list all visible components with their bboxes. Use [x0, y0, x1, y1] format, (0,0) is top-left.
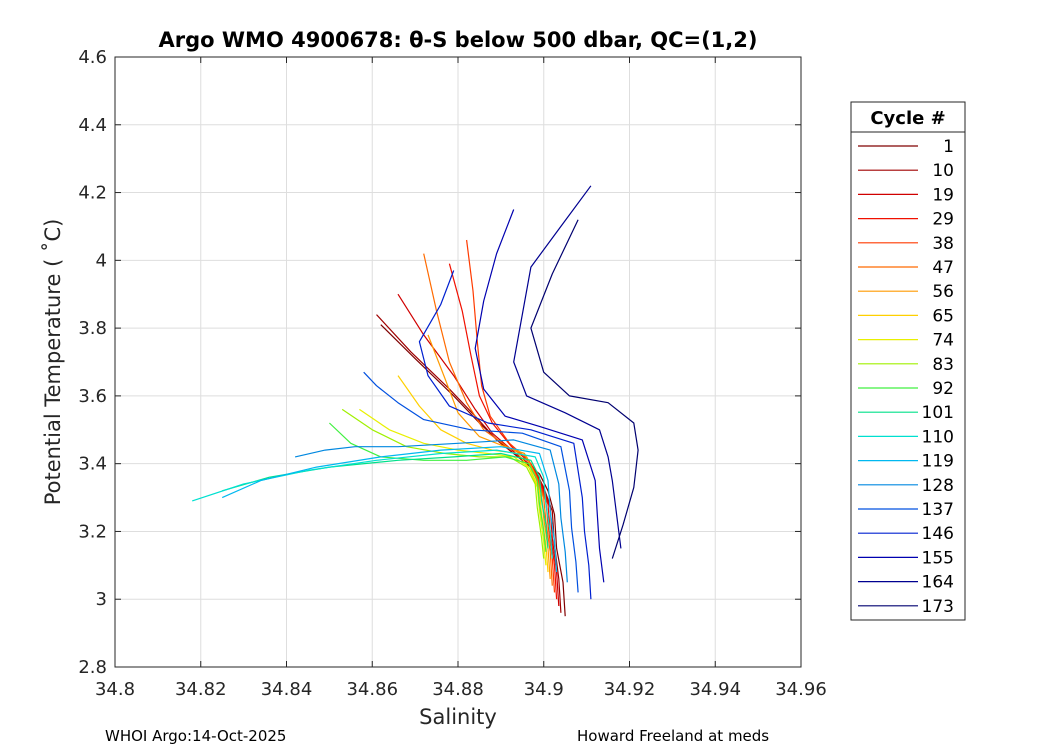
y-tick-label: 3.6	[78, 386, 107, 407]
legend-label-cycle-1: 1	[943, 137, 954, 157]
legend-label-cycle-56: 56	[932, 282, 954, 302]
x-tick-label: 34.8	[95, 679, 135, 700]
x-tick-label: 34.92	[604, 679, 656, 700]
x-tick-label: 34.94	[689, 679, 741, 700]
legend-label-cycle-173: 173	[922, 597, 954, 617]
legend-label-cycle-10: 10	[932, 161, 954, 181]
footer-left: WHOI Argo:14-Oct-2025	[105, 727, 286, 745]
x-axis-label: Salinity	[419, 705, 497, 729]
x-tick-label: 34.86	[346, 679, 398, 700]
legend-label-cycle-29: 29	[932, 210, 954, 230]
series-line-cycle-137	[363, 371, 579, 593]
series-line-cycle-128	[294, 439, 568, 583]
legend-label-cycle-146: 146	[922, 524, 954, 544]
y-tick-label: 3	[96, 589, 107, 610]
series-line-cycle-173	[530, 219, 639, 559]
legend-label-cycle-119: 119	[922, 452, 954, 472]
series-line-cycle-92	[328, 422, 547, 552]
y-tick-label: 3.8	[78, 318, 107, 339]
legend-label-cycle-19: 19	[932, 185, 954, 205]
x-tick-label: 34.84	[261, 679, 313, 700]
series-line-cycle-119	[221, 446, 558, 573]
legend-title: Cycle #	[870, 108, 945, 129]
legend-label-cycle-38: 38	[932, 234, 954, 254]
legend-label-cycle-164: 164	[922, 573, 954, 593]
series-line-cycle-164	[513, 185, 622, 549]
y-tick-label: 3.4	[78, 454, 107, 475]
legend-label-cycle-101: 101	[922, 403, 954, 423]
x-tick-label: 34.96	[775, 679, 827, 700]
series-line-cycle-155	[474, 209, 605, 583]
x-axis-ticks: 34.8 34.82 34.84 34.86 34.88 34.9 34.92 34.94 34…	[95, 57, 827, 700]
x-tick-label: 34.88	[432, 679, 484, 700]
y-axis-ticks: 2.8 3 3.2 3.4 3.6 3.8 4 4.2 4.4 4.6	[78, 47, 801, 678]
chart-title: Argo WMO 4900678: θ-S below 500 dbar, QC…	[159, 28, 758, 52]
legend-label-cycle-74: 74	[932, 331, 954, 351]
y-tick-label: 4.6	[78, 47, 107, 68]
legend-label-cycle-128: 128	[922, 476, 954, 496]
series-lines	[192, 185, 639, 617]
series-line-cycle-19	[397, 293, 560, 607]
series-line-cycle-56	[427, 334, 551, 579]
legend-label-cycle-137: 137	[922, 500, 954, 520]
x-tick-label: 34.9	[524, 679, 564, 700]
legend-items: 1101929384756657483921011101191281371461…	[858, 137, 954, 617]
legend-label-cycle-83: 83	[932, 355, 954, 375]
series-line-cycle-146	[418, 270, 592, 600]
y-tick-label: 2.8	[78, 657, 107, 678]
x-tick-label: 34.82	[175, 679, 227, 700]
legend: Cycle # 11019293847566574839210111011912…	[850, 101, 966, 621]
y-tick-label: 4.2	[78, 183, 107, 204]
y-tick-label: 4	[96, 250, 107, 271]
legend-label-cycle-65: 65	[932, 306, 954, 326]
series-line-cycle-83	[341, 408, 545, 559]
legend-label-cycle-110: 110	[922, 427, 954, 447]
legend-label-cycle-92: 92	[932, 379, 954, 399]
legend-label-cycle-47: 47	[932, 258, 954, 278]
y-axis-label: Potential Temperature ( ˚C)	[41, 219, 65, 506]
y-tick-label: 4.4	[78, 115, 107, 136]
footer-right: Howard Freeland at meds	[577, 727, 769, 745]
legend-label-cycle-155: 155	[922, 548, 954, 568]
y-tick-label: 3.2	[78, 521, 107, 542]
